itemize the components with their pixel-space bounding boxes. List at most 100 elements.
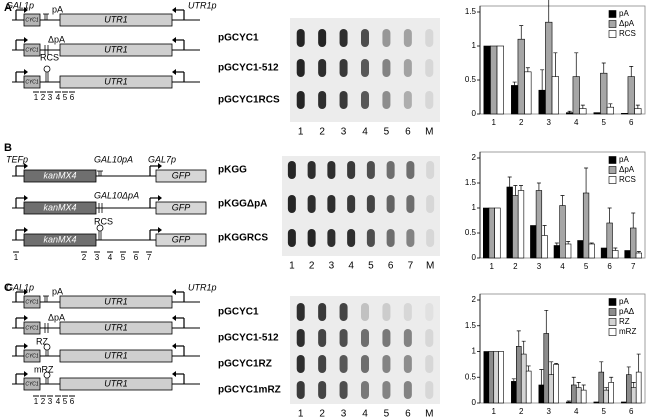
x-tick-label: 5 — [602, 118, 607, 127]
probe-label: 3 — [95, 253, 100, 262]
y-tick-label: 1.5 — [465, 321, 477, 330]
blot-band — [347, 195, 356, 213]
promoter-arrow — [24, 343, 28, 349]
bar — [493, 351, 499, 404]
gene-box — [59, 295, 173, 309]
x-tick-label: 3 — [547, 118, 552, 127]
panel-letter: C — [4, 282, 12, 294]
blot-band — [386, 161, 395, 179]
blot-band — [296, 59, 305, 77]
blot-band — [361, 59, 369, 77]
bar — [488, 351, 495, 404]
y-tick-label: 0.5 — [465, 228, 477, 237]
x-tick-label: 3 — [537, 262, 542, 271]
x-tick-label: 2 — [519, 118, 524, 127]
blot-band — [339, 355, 348, 373]
bar — [548, 374, 554, 404]
lane-label: M — [425, 409, 433, 420]
gene-box — [155, 233, 207, 247]
error-bar — [589, 242, 594, 244]
probe-label: 1 — [14, 253, 19, 262]
error-bar — [581, 384, 586, 391]
construct-label: pKGGRCS — [218, 233, 268, 244]
lane-label: 3 — [341, 409, 347, 420]
lane-label: 6 — [405, 127, 411, 138]
x-tick-label: 7 — [631, 262, 636, 271]
blot-band — [403, 59, 412, 77]
blot-band — [382, 29, 391, 47]
bar — [535, 190, 543, 259]
lane-label: 3 — [329, 261, 335, 272]
bar — [600, 247, 608, 259]
gene-box — [23, 201, 97, 215]
probe-label: 4 — [56, 397, 61, 406]
bar — [593, 112, 601, 115]
x-tick-label: 6 — [607, 262, 612, 271]
blot-band — [426, 195, 435, 213]
blot-band — [347, 161, 356, 179]
blot-band — [403, 29, 412, 47]
legend-label: RZ — [619, 317, 630, 326]
x-tick-label: 6 — [629, 118, 634, 127]
error-bar — [540, 69, 545, 91]
blot-band — [403, 329, 412, 347]
label: GAL10ΔpA — [94, 190, 139, 200]
promoter-arrow — [24, 69, 28, 75]
x-tick-label: 2 — [513, 262, 518, 271]
probe-label: 4 — [108, 253, 113, 262]
construct-label: pGCYC1RCS — [218, 95, 280, 106]
error-bar — [566, 241, 571, 244]
bar — [524, 71, 532, 115]
error-bar — [599, 361, 604, 373]
legend-swatch — [608, 318, 617, 326]
label: UTR1p — [188, 0, 217, 10]
lane-label: 7 — [408, 261, 414, 272]
label: UTR1 — [104, 378, 128, 388]
label: kanMX4 — [43, 234, 76, 244]
blot-band — [339, 59, 348, 77]
y-tick-label: 1.5 — [465, 7, 477, 16]
bar — [621, 401, 627, 404]
label: TEFp — [6, 154, 28, 164]
lane-label: 1 — [298, 409, 304, 420]
error-bar — [512, 81, 517, 86]
label: UTR1 — [104, 44, 128, 54]
blot-band — [307, 161, 316, 179]
bar — [588, 243, 595, 259]
bar — [517, 190, 525, 259]
blot-band — [327, 229, 336, 247]
gene-box — [23, 43, 41, 57]
error-bar — [519, 25, 524, 40]
bar — [543, 333, 550, 404]
label: CYC1 — [25, 381, 39, 387]
bar — [515, 346, 522, 404]
label: RCS — [94, 216, 113, 226]
bar — [506, 186, 513, 259]
bar — [498, 351, 504, 404]
bar — [593, 401, 600, 404]
bar — [582, 192, 590, 259]
y-tick-label: 1.5 — [465, 178, 477, 187]
x-tick-label: 2 — [519, 407, 524, 416]
error-bar — [511, 378, 516, 382]
bar — [525, 370, 532, 404]
error-bar — [553, 52, 558, 77]
blot-band — [287, 161, 296, 179]
legend-swatch — [608, 308, 617, 316]
lane-label: 6 — [405, 409, 411, 420]
probe-label: 5 — [63, 397, 68, 406]
bar — [598, 371, 605, 404]
bar — [612, 250, 619, 259]
error-bar — [554, 242, 559, 246]
error-bar — [607, 207, 612, 223]
promoter-arrow — [158, 227, 162, 233]
y-tick-label: 1 — [472, 347, 477, 356]
promoter-arrow — [24, 315, 28, 321]
blot-band — [339, 329, 348, 347]
bar — [511, 381, 517, 404]
legend-label: pA — [619, 9, 629, 18]
bar — [488, 207, 495, 259]
error-bar — [521, 340, 526, 355]
blot-band — [366, 195, 375, 213]
legend-swatch — [608, 328, 617, 336]
